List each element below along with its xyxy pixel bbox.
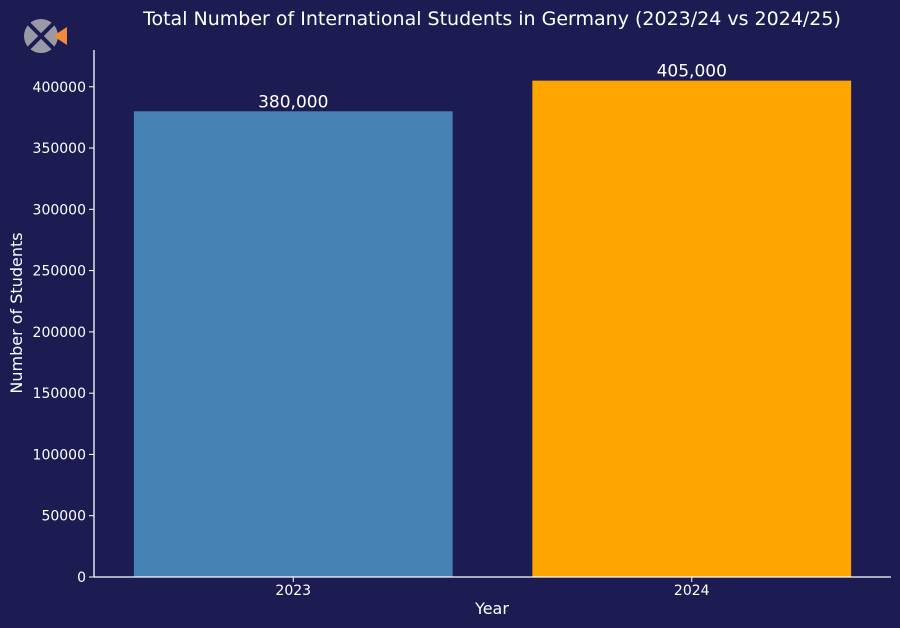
y-tick-label: 250000 <box>33 264 86 280</box>
y-tick-label: 350000 <box>33 141 86 157</box>
x-tick-label: 2023 <box>275 583 311 599</box>
y-axis-title: Number of Students <box>7 232 26 393</box>
y-axis-ticks: 0 50000 100000 150000 200000 250000 300000 3500… <box>33 80 94 586</box>
y-tick-label: 200000 <box>33 325 86 341</box>
brand-logo-icon <box>24 19 67 53</box>
bars: 380,000 405,000 <box>133 62 852 578</box>
x-axis-ticks: 2023 2024 <box>275 577 710 599</box>
y-tick-label: 100000 <box>33 447 86 463</box>
bar-2024 <box>532 80 852 578</box>
bar-2023 <box>133 111 453 578</box>
chart-title: Total Number of International Students i… <box>142 8 841 30</box>
y-tick-label: 150000 <box>33 386 86 402</box>
y-tick-label: 0 <box>77 570 86 586</box>
y-tick-label: 300000 <box>33 202 86 218</box>
x-tick-label: 2024 <box>674 583 710 599</box>
data-label-2023: 380,000 <box>258 92 328 112</box>
y-tick-label: 400000 <box>33 80 86 96</box>
data-label-2024: 405,000 <box>657 62 727 82</box>
y-tick-label: 50000 <box>41 509 86 525</box>
x-axis-title: Year <box>474 599 509 618</box>
